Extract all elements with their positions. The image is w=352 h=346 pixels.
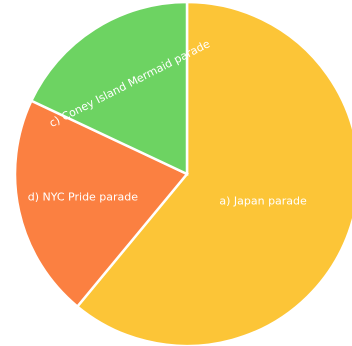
pie-slices [13,0,352,346]
pie-slice-0 [75,0,352,346]
pie-slice-label-1: d) NYC Pride parade [28,190,139,203]
pie-slice-1 [13,99,189,309]
pie-slice-2 [29,0,189,176]
pie-slice-label-0: a) Japan parade [219,194,307,207]
